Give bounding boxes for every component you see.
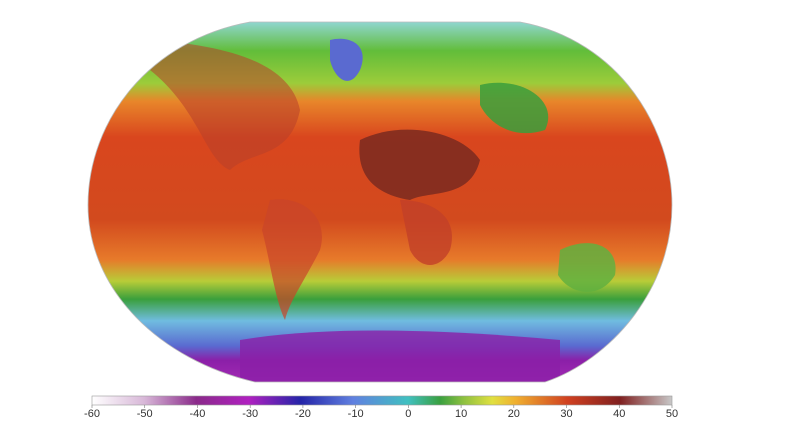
colorbar-tick-label: -10 [348, 408, 364, 420]
colorbar-ticks: -60 -50 -40 -30 -20 -10 0 10 20 30 40 50 [84, 405, 678, 420]
temperature-map [88, 22, 672, 382]
colorbar-tick-label: -30 [242, 408, 258, 420]
colorbar [91, 395, 673, 406]
map-outline [87, 21, 673, 383]
colorbar-tick-label: 10 [455, 408, 467, 420]
colorbar-tick-label: 20 [508, 408, 520, 420]
colorbar-tick-label: 0 [405, 408, 411, 420]
colorbar-tick-label: -60 [84, 408, 100, 420]
colorbar-tick-label: -20 [295, 408, 311, 420]
colorbar-tick-label: 30 [560, 408, 572, 420]
colorbar-tick-label: 40 [613, 408, 625, 420]
colorbar-tick-label: 50 [666, 408, 678, 420]
colorbar-tick-label: -40 [190, 408, 206, 420]
colorbar-tick-label: -50 [137, 408, 153, 420]
